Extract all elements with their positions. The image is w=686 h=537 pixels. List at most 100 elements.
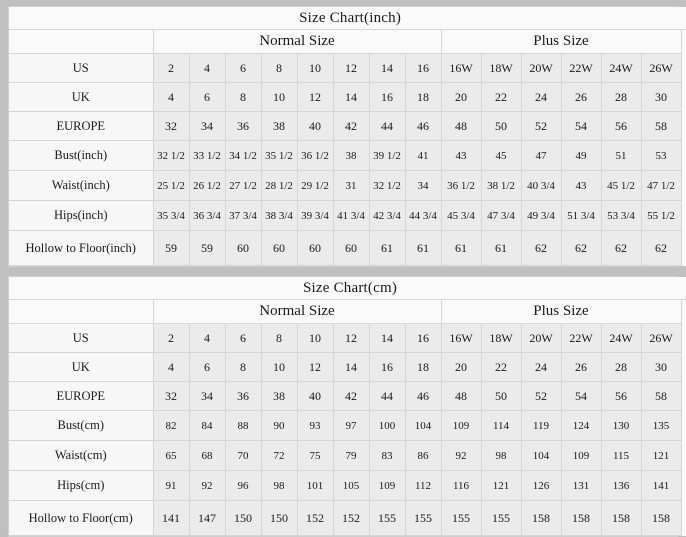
data-cell: 39 1/2 bbox=[368, 140, 406, 171]
data-cell: 97 bbox=[332, 410, 370, 441]
data-cell: 141 bbox=[640, 470, 682, 501]
data-cell: 91 bbox=[152, 470, 190, 501]
table-row: Waist(cm) 65 68 70 72 75 79 83 86 92 98 104 109 115 12… bbox=[9, 440, 686, 471]
data-cell: 14 bbox=[368, 323, 406, 353]
data-cell: 30 bbox=[640, 352, 682, 382]
row-spacer bbox=[681, 111, 686, 141]
data-cell: 141 bbox=[152, 500, 190, 536]
data-cell: 36 1/2 bbox=[296, 140, 334, 171]
data-cell: 92 bbox=[188, 470, 226, 501]
group-header-row: Normal Size Plus Size bbox=[9, 299, 686, 324]
data-cell: 38 3/4 bbox=[260, 200, 298, 231]
table-row: Hollow to Floor(inch) 59 59 60 60 60 60 61 61 61 6… bbox=[9, 230, 686, 266]
data-cell: 48 bbox=[440, 111, 482, 141]
data-cell: 48 bbox=[440, 381, 482, 411]
row-label: EUROPE bbox=[9, 381, 154, 411]
data-cell: 90 bbox=[260, 410, 298, 441]
data-cell: 100 bbox=[368, 410, 406, 441]
data-cell: 4 bbox=[188, 323, 226, 353]
data-cell: 4 bbox=[152, 352, 190, 382]
group-header-plus-size: Plus Size bbox=[440, 29, 682, 54]
table-row: UK 4 6 8 10 12 14 16 18 20 22 24 26 28 30 bbox=[9, 82, 686, 112]
data-cell: 130 bbox=[600, 410, 642, 441]
data-cell: 135 bbox=[640, 410, 682, 441]
data-cell: 20W bbox=[520, 323, 562, 353]
data-cell: 124 bbox=[560, 410, 602, 441]
data-cell: 10 bbox=[260, 82, 298, 112]
data-cell: 60 bbox=[332, 230, 370, 266]
data-cell: 55 1/2 bbox=[640, 200, 682, 231]
data-cell: 60 bbox=[296, 230, 334, 266]
row-spacer bbox=[681, 230, 686, 266]
data-cell: 155 bbox=[368, 500, 406, 536]
data-cell: 35 3/4 bbox=[152, 200, 190, 231]
data-cell: 112 bbox=[404, 470, 442, 501]
size-chart-inch-block: Size Chart(inch) Normal Size Plus Size US 2 4… bbox=[8, 6, 686, 267]
data-cell: 34 1/2 bbox=[224, 140, 262, 171]
data-cell: 32 bbox=[152, 381, 190, 411]
row-label: Hips(inch) bbox=[9, 200, 154, 231]
data-cell: 6 bbox=[224, 323, 262, 353]
data-cell: 150 bbox=[224, 500, 262, 536]
row-spacer bbox=[681, 200, 686, 231]
row-label: Bust(cm) bbox=[9, 410, 154, 441]
row-spacer bbox=[681, 170, 686, 201]
data-cell: 8 bbox=[224, 82, 262, 112]
table-row: Hollow to Floor(cm) 141 147 150 150 152 152 155… bbox=[9, 500, 686, 536]
data-cell: 131 bbox=[560, 470, 602, 501]
data-cell: 46 bbox=[404, 111, 442, 141]
data-cell: 16W bbox=[440, 53, 482, 83]
data-cell: 62 bbox=[560, 230, 602, 266]
data-cell: 84 bbox=[188, 410, 226, 441]
data-cell: 47 bbox=[520, 140, 562, 171]
data-cell: 45 1/2 bbox=[600, 170, 642, 201]
data-cell: 92 bbox=[440, 440, 482, 471]
group-header-corner bbox=[9, 29, 154, 54]
row-spacer bbox=[681, 440, 686, 471]
data-cell: 93 bbox=[296, 410, 334, 441]
data-cell: 12 bbox=[332, 53, 370, 83]
row-label: UK bbox=[9, 352, 154, 382]
data-cell: 22W bbox=[560, 323, 602, 353]
data-cell: 109 bbox=[560, 440, 602, 471]
data-cell: 42 bbox=[332, 111, 370, 141]
data-cell: 51 bbox=[600, 140, 642, 171]
data-cell: 20 bbox=[440, 352, 482, 382]
row-spacer bbox=[681, 29, 686, 54]
data-cell: 126 bbox=[520, 470, 562, 501]
data-cell: 14 bbox=[332, 82, 370, 112]
row-spacer bbox=[681, 410, 686, 441]
data-cell: 12 bbox=[296, 352, 334, 382]
data-cell: 32 bbox=[152, 111, 190, 141]
data-cell: 8 bbox=[260, 323, 298, 353]
data-cell: 109 bbox=[368, 470, 406, 501]
data-cell: 47 3/4 bbox=[480, 200, 522, 231]
data-cell: 58 bbox=[640, 381, 682, 411]
table-row: Hips(inch) 35 3/4 36 3/4 37 3/4 38 3/4 39 3/4… bbox=[9, 200, 686, 231]
size-chart-inch-body: Size Chart(inch) Normal Size Plus Size US 2 4… bbox=[9, 7, 686, 266]
data-cell: 44 3/4 bbox=[404, 200, 442, 231]
data-cell: 61 bbox=[480, 230, 522, 266]
data-cell: 83 bbox=[368, 440, 406, 471]
data-cell: 16 bbox=[368, 352, 406, 382]
size-chart-cm-block: Size Chart(cm) Normal Size Plus Size US 2 4 6 8… bbox=[8, 276, 686, 537]
data-cell: 44 bbox=[368, 381, 406, 411]
chart-title: Size Chart(inch) bbox=[9, 7, 686, 30]
row-label: US bbox=[9, 323, 154, 353]
data-cell: 12 bbox=[296, 82, 334, 112]
group-header-corner bbox=[9, 299, 154, 324]
data-cell: 18 bbox=[404, 82, 442, 112]
data-cell: 41 bbox=[404, 140, 442, 171]
data-cell: 121 bbox=[640, 440, 682, 471]
data-cell: 4 bbox=[152, 82, 190, 112]
data-cell: 61 bbox=[368, 230, 406, 266]
row-spacer bbox=[681, 82, 686, 112]
row-spacer bbox=[681, 352, 686, 382]
data-cell: 82 bbox=[152, 410, 190, 441]
data-cell: 30 bbox=[640, 82, 682, 112]
data-cell: 6 bbox=[188, 82, 226, 112]
data-cell: 29 1/2 bbox=[296, 170, 334, 201]
row-label: Bust(inch) bbox=[9, 140, 154, 171]
data-cell: 36 bbox=[224, 111, 262, 141]
